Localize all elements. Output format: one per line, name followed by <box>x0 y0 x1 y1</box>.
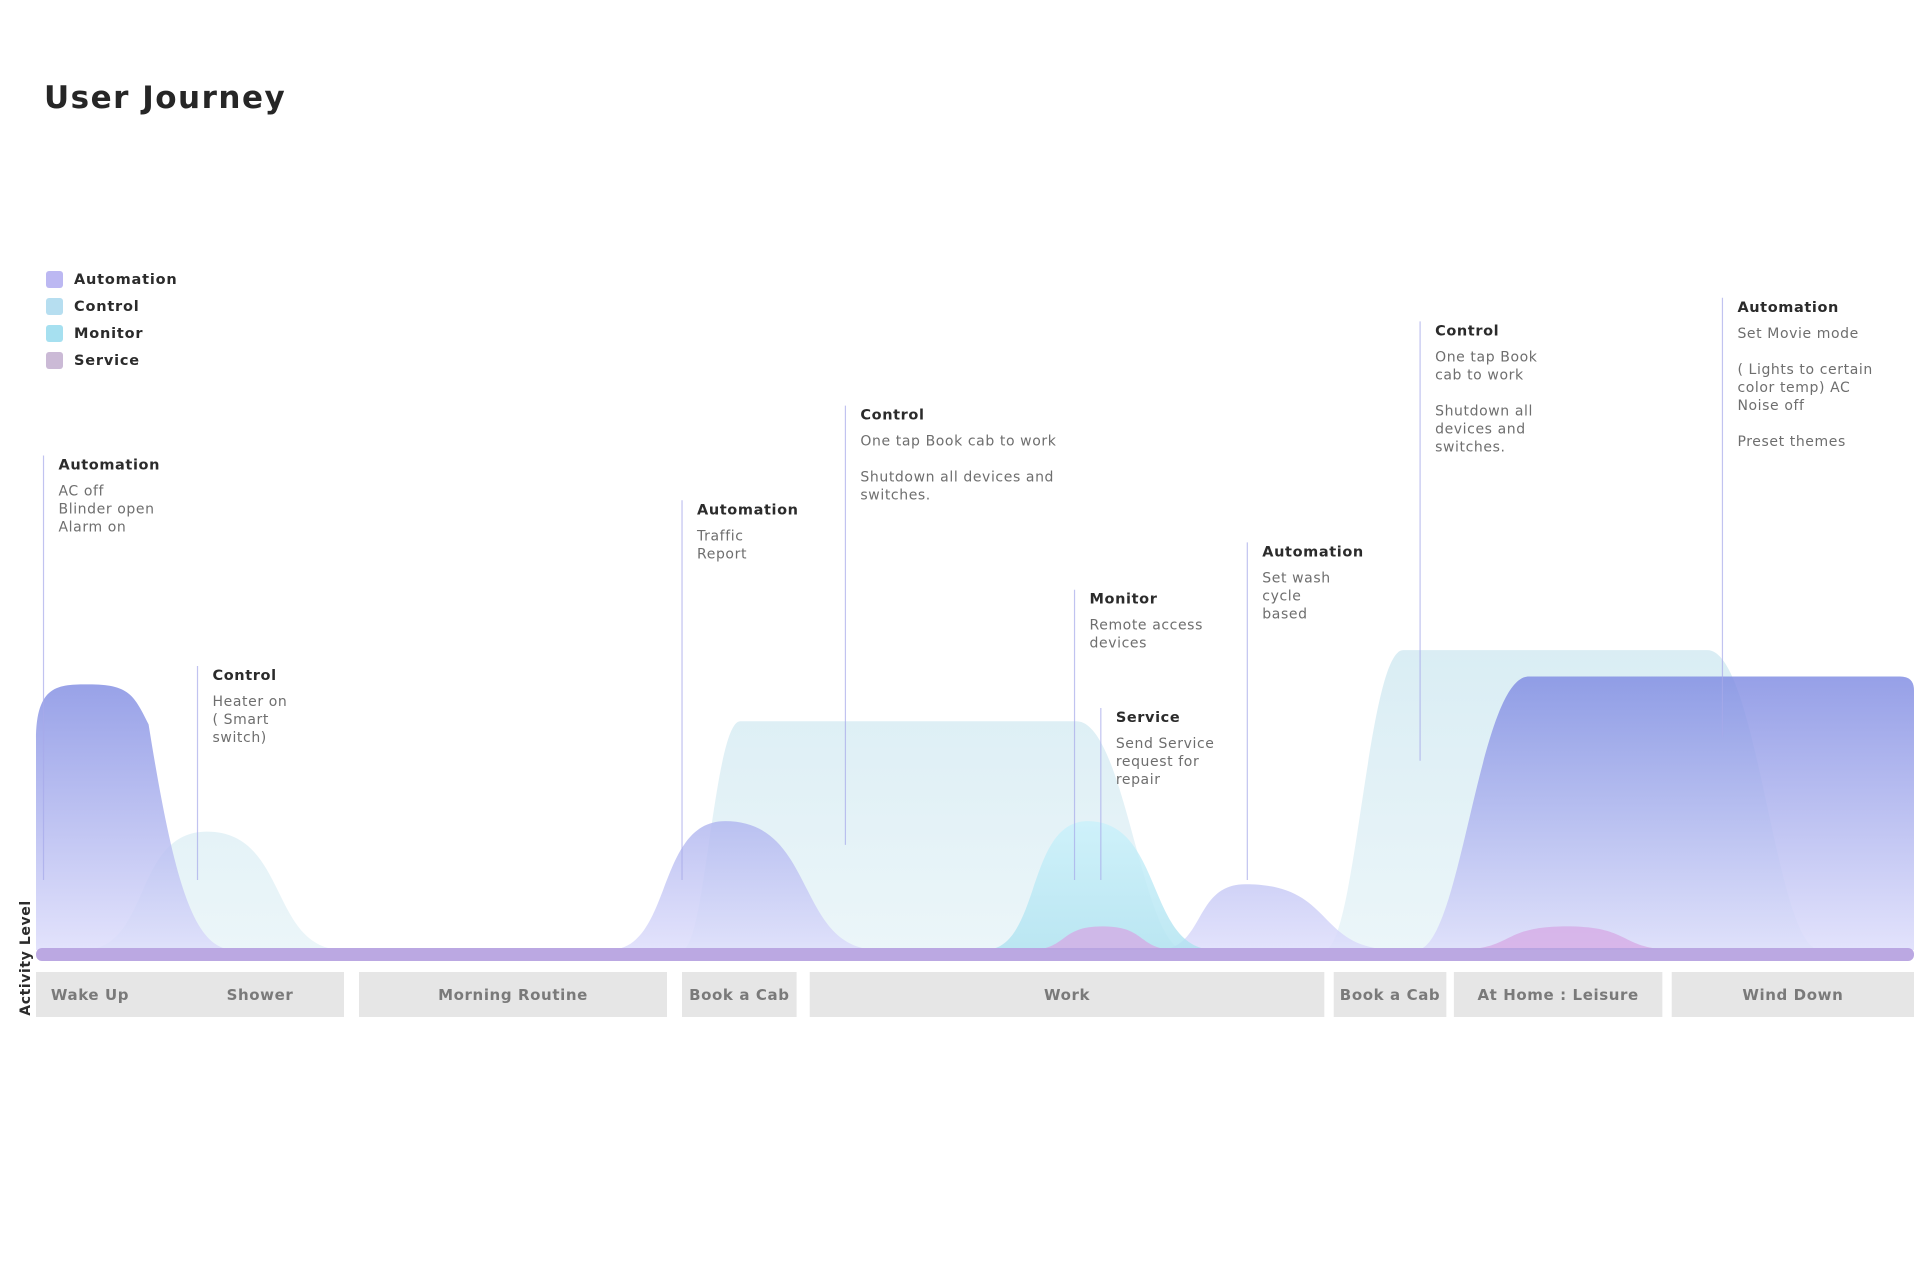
annotation-text: based <box>1262 606 1307 622</box>
y-axis-label: Activity Level <box>18 900 34 1015</box>
annotation-control-8: Control One tap Book cab to work Shutdown a… <box>1419 321 1538 761</box>
legend-label-automation: Automation <box>74 271 178 288</box>
stage-box <box>36 972 344 1017</box>
stage-label: Morning Routine <box>438 986 588 1004</box>
annotation-title: Monitor <box>1090 592 1158 608</box>
baseline-band <box>36 948 1914 961</box>
stage-label: Book a Cab <box>689 986 789 1004</box>
annotation-automation-9: Automation Set Movie mode ( Lights to cert… <box>1721 297 1872 738</box>
legend-item-control: Control <box>46 293 178 320</box>
annotation-text: cycle <box>1262 588 1301 604</box>
annotation-text: ( Lights to certain <box>1737 362 1872 378</box>
annotation-text: switches. <box>860 488 930 504</box>
page-title: User Journey <box>44 80 287 116</box>
annotation-text: Set Movie mode <box>1737 326 1858 342</box>
annotation-layer: Automation AC off Blinder open Alarm on Cont… <box>42 297 1872 880</box>
annotation-title: Control <box>213 668 277 684</box>
stage-book-a-cab: Book a Cab <box>682 972 797 1017</box>
legend-swatch-monitor <box>46 325 63 342</box>
stage-box <box>1333 972 1447 1017</box>
legend-swatch-service <box>46 352 63 369</box>
annotation-text: repair <box>1116 772 1161 788</box>
stage-work: Work <box>809 972 1325 1017</box>
annotation-text: switches. <box>1435 439 1505 455</box>
stage-box <box>1671 972 1914 1017</box>
stage-label: At Home : Leisure <box>1477 986 1638 1004</box>
stage-label: Wake Up <box>51 986 129 1004</box>
legend-item-automation: Automation <box>46 266 178 293</box>
annotation-text: One tap Book <box>1435 349 1538 365</box>
annotation-text: AC off <box>59 484 105 500</box>
annotation-text: request for <box>1116 754 1200 770</box>
stage-label: Shower <box>227 986 294 1004</box>
stage-box <box>359 972 668 1017</box>
legend-item-service: Service <box>46 347 178 374</box>
stage-at-home-leisure: At Home : Leisure <box>1453 972 1663 1017</box>
annotation-title: Automation <box>1737 300 1839 316</box>
annotation-text: Alarm on <box>59 520 127 536</box>
annotation-title: Automation <box>59 458 161 474</box>
legend: Automation Control Monitor Service <box>46 266 178 374</box>
annotation-automation-3: Automation Traffic Report <box>681 500 799 880</box>
stage-label: Work <box>1044 986 1091 1004</box>
stage-bar: Wake Up Shower Morning Routine Book a Cab Wo… <box>36 972 1914 1017</box>
annotation-service-6: Service Send Service request for repair <box>1100 708 1215 880</box>
stage-label: Wind Down <box>1742 986 1843 1004</box>
annotation-automation-7: Automation Set wash cycle based <box>1246 542 1364 880</box>
annotation-text: Noise off <box>1737 398 1805 414</box>
stage-shower: Shower <box>227 986 294 1004</box>
area-monitor <box>984 821 1216 950</box>
annotation-text: switch) <box>213 730 267 746</box>
stage-wind-down: Wind Down <box>1671 972 1914 1017</box>
stage-box <box>1453 972 1663 1017</box>
annotation-text: devices <box>1090 636 1147 652</box>
legend-label-service: Service <box>74 352 140 369</box>
annotation-text: One tap Book cab to work <box>860 434 1056 450</box>
annotation-text: color temp) AC <box>1737 380 1850 396</box>
annotation-text: Blinder open <box>59 502 155 518</box>
area-layer <box>36 650 1914 961</box>
stage-wake-up: Wake Up <box>36 972 344 1017</box>
stage-box <box>682 972 797 1017</box>
area-service <box>1027 926 1680 950</box>
annotation-text: cab to work <box>1435 367 1524 383</box>
annotation-title: Service <box>1116 710 1180 726</box>
stage-box <box>809 972 1325 1017</box>
area-automation <box>36 676 1914 950</box>
annotation-control-2: Control Heater on ( Smart switch) <box>196 665 288 880</box>
annotation-text: Send Service <box>1116 736 1215 752</box>
annotation-text: Preset themes <box>1737 434 1845 450</box>
annotation-text: ( Smart <box>213 712 269 728</box>
annotation-automation-1: Automation AC off Blinder open Alarm on <box>42 455 161 880</box>
annotation-text: Set wash <box>1262 570 1330 586</box>
annotation-text: Traffic <box>696 528 743 544</box>
annotation-control-4: Control One tap Book cab to work Shutdown … <box>844 405 1056 845</box>
annotation-title: Control <box>1435 323 1499 339</box>
area-control <box>82 650 1821 950</box>
legend-label-monitor: Monitor <box>74 325 144 342</box>
annotation-text: Heater on <box>213 694 288 710</box>
legend-swatch-automation <box>46 271 63 288</box>
annotation-title: Automation <box>1262 544 1364 560</box>
annotation-title: Control <box>860 408 924 424</box>
annotation-title: Automation <box>697 502 799 518</box>
stage-label: Book a Cab <box>1340 986 1440 1004</box>
annotation-text: Shutdown all devices and <box>860 470 1054 486</box>
annotation-monitor-5: Monitor Remote access devices <box>1073 589 1203 880</box>
annotation-text: Report <box>697 546 747 562</box>
stage-book-a-cab: Book a Cab <box>1333 972 1447 1017</box>
annotation-text: Shutdown all <box>1435 403 1533 419</box>
legend-item-monitor: Monitor <box>46 320 178 347</box>
annotation-text: Remote access <box>1090 618 1203 634</box>
legend-label-control: Control <box>74 298 140 315</box>
legend-swatch-control <box>46 298 63 315</box>
annotation-text: devices and <box>1435 421 1526 437</box>
stage-morning-routine: Morning Routine <box>359 972 668 1017</box>
